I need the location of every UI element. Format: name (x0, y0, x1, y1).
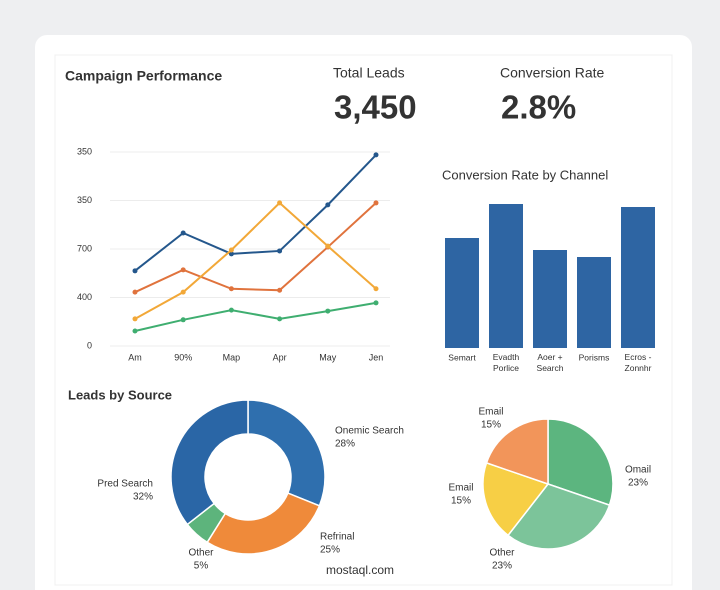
y-tick-label: 350 (77, 195, 92, 205)
point (277, 200, 283, 206)
panel (54, 54, 673, 586)
x-tick-label: Ecros -Zonnhr (625, 352, 652, 373)
slice-label: Onemic Search (335, 426, 404, 437)
point (132, 289, 138, 295)
chart-title: Conversion Rate by Channel (442, 167, 608, 182)
line (134, 201, 377, 320)
slice-label: Other (188, 548, 214, 559)
x-tick-label: Map (223, 352, 241, 362)
x-tick-label: May (319, 352, 337, 362)
slice-value-label: 15% (481, 420, 501, 431)
point (228, 307, 234, 313)
slice-value-label: 15% (451, 496, 471, 507)
kpi-label: Conversion Rate (500, 65, 604, 81)
slice-label: Omail (625, 465, 651, 476)
x-tick-label: Porisms (579, 352, 610, 362)
slice-value-label: 23% (492, 561, 512, 572)
chart-title: Leads by Source (68, 387, 172, 402)
point (180, 267, 186, 273)
x-tick-label: Semart (448, 352, 476, 362)
slice-label: Refrinal (320, 532, 354, 543)
chart-title: Campaign Performance (65, 68, 222, 84)
line (134, 202, 377, 294)
point (132, 316, 138, 322)
x-tick-label: Apr (273, 352, 287, 362)
slice (547, 418, 614, 507)
point (180, 230, 186, 236)
slice-label: Other (489, 548, 515, 559)
point (325, 308, 331, 314)
point (373, 286, 379, 292)
point (180, 317, 186, 323)
bar (533, 250, 567, 348)
point (180, 289, 186, 295)
slice-label: Pred Search (97, 479, 153, 490)
y-tick-label: 350 (77, 146, 92, 156)
point (132, 328, 138, 334)
bar (577, 257, 611, 348)
x-tick-label: 90% (174, 352, 192, 362)
point (277, 248, 283, 254)
point (373, 300, 379, 306)
slice (485, 418, 549, 486)
slice-value-label: 23% (628, 478, 648, 489)
slice (206, 492, 321, 555)
point (325, 243, 331, 249)
point (228, 251, 234, 257)
x-tick-label: Evadth Porlice (493, 352, 520, 373)
point (325, 202, 331, 208)
slice (247, 399, 326, 507)
x-tick-label: Am (128, 352, 142, 362)
x-tick-label: Jen (369, 352, 384, 362)
kpi-label: Total Leads (333, 65, 405, 81)
y-tick-label: 0 (87, 340, 92, 350)
slice-value-label: 28% (335, 439, 355, 450)
kpi-value: 3,450 (334, 89, 417, 126)
line (134, 301, 377, 332)
slice-label: Email (478, 407, 503, 418)
bar (621, 207, 655, 348)
point (228, 286, 234, 292)
y-tick-label: 700 (77, 243, 92, 253)
bar (489, 204, 523, 348)
point (132, 268, 138, 274)
slice-value-label: 5% (194, 561, 209, 572)
x-tick-label: Aoer + Search (537, 352, 564, 373)
line (134, 154, 377, 272)
point (228, 247, 234, 253)
slice (170, 399, 249, 526)
slice (507, 483, 611, 550)
kpi-value: 2.8% (501, 89, 576, 126)
point (373, 152, 379, 158)
slice-value-label: 25% (320, 545, 340, 556)
bar (445, 238, 479, 348)
y-tick-label: 400 (77, 292, 92, 302)
point (277, 287, 283, 293)
slice (482, 461, 550, 537)
point (373, 200, 379, 206)
slice-label: Email (448, 483, 473, 494)
slice-value-label: 32% (133, 492, 153, 503)
point (277, 316, 283, 322)
watermark: mostaql.com (326, 563, 394, 577)
